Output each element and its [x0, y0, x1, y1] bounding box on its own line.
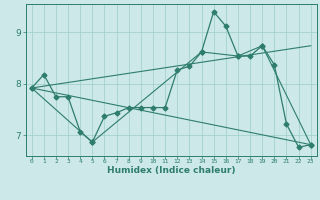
X-axis label: Humidex (Indice chaleur): Humidex (Indice chaleur): [107, 166, 236, 175]
